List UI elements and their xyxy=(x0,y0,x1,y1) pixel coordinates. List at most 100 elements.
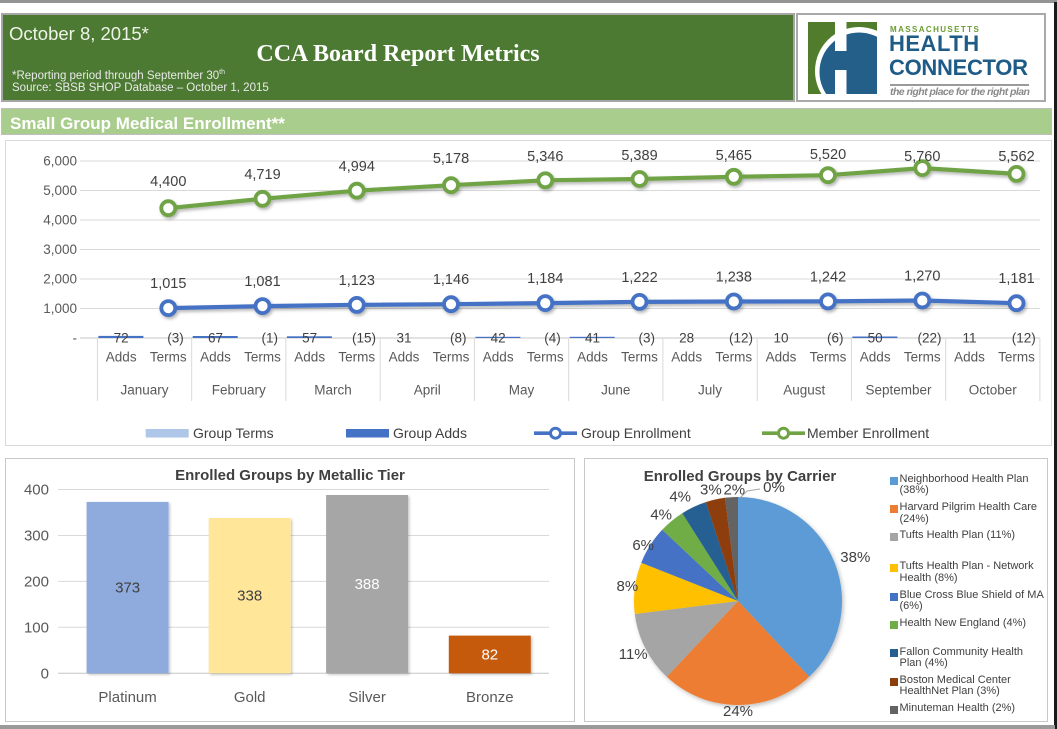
svg-text:400: 400 xyxy=(24,482,49,499)
svg-text:8%: 8% xyxy=(617,578,639,595)
svg-text:1,081: 1,081 xyxy=(244,274,280,290)
svg-text:4%: 4% xyxy=(650,507,672,524)
svg-text:4%: 4% xyxy=(669,489,691,506)
svg-text:5,346: 5,346 xyxy=(527,149,563,165)
svg-text:(22): (22) xyxy=(917,331,941,346)
svg-text:July: July xyxy=(698,383,722,398)
svg-text:373: 373 xyxy=(115,580,140,597)
svg-text:Adds: Adds xyxy=(106,350,137,365)
svg-text:(12): (12) xyxy=(729,331,753,346)
svg-text:28: 28 xyxy=(679,331,694,346)
svg-text:1,242: 1,242 xyxy=(810,269,846,285)
svg-text:2%: 2% xyxy=(723,482,745,499)
svg-text:82: 82 xyxy=(481,647,498,664)
svg-text:(12): (12) xyxy=(1012,331,1036,346)
svg-text:31: 31 xyxy=(396,331,411,346)
svg-text:4,400: 4,400 xyxy=(150,174,186,190)
svg-text:5,562: 5,562 xyxy=(998,149,1034,165)
svg-text:388: 388 xyxy=(355,576,380,593)
svg-text:(3): (3) xyxy=(167,331,184,346)
svg-text:-: - xyxy=(73,331,78,346)
svg-text:Adds: Adds xyxy=(294,350,325,365)
svg-text:Terms: Terms xyxy=(150,350,187,365)
svg-text:4,000: 4,000 xyxy=(43,213,77,228)
svg-text:Terms: Terms xyxy=(621,350,658,365)
svg-text:Member Enrollment: Member Enrollment xyxy=(807,425,929,441)
svg-text:Platinum: Platinum xyxy=(98,689,156,706)
svg-text:24%: 24% xyxy=(723,703,753,720)
svg-text:(8): (8) xyxy=(450,331,467,346)
svg-text:Terms: Terms xyxy=(433,350,470,365)
svg-text:0%: 0% xyxy=(763,479,785,496)
svg-text:April: April xyxy=(414,383,441,398)
svg-text:6,000: 6,000 xyxy=(43,154,77,169)
svg-text:February: February xyxy=(212,383,266,398)
svg-text:Group Enrollment: Group Enrollment xyxy=(581,425,691,441)
svg-text:57: 57 xyxy=(302,331,317,346)
svg-text:January: January xyxy=(120,383,168,398)
svg-text:(4): (4) xyxy=(544,331,561,346)
svg-text:38%: 38% xyxy=(840,549,870,566)
svg-text:5,000: 5,000 xyxy=(43,183,77,198)
svg-text:(1): (1) xyxy=(262,331,279,346)
svg-text:41: 41 xyxy=(585,331,600,346)
svg-text:Enrolled Groups by Carrier: Enrolled Groups by Carrier xyxy=(644,468,837,485)
svg-text:200: 200 xyxy=(24,573,49,590)
svg-text:October: October xyxy=(969,383,1018,398)
svg-text:4,994: 4,994 xyxy=(339,159,375,175)
svg-text:1,238: 1,238 xyxy=(716,270,752,286)
svg-text:5,389: 5,389 xyxy=(621,148,657,164)
svg-text:Group Adds: Group Adds xyxy=(393,425,467,441)
svg-text:Adds: Adds xyxy=(389,350,420,365)
svg-text:1,184: 1,184 xyxy=(527,271,563,287)
svg-text:May: May xyxy=(509,383,535,398)
svg-text:6%: 6% xyxy=(632,537,654,554)
svg-text:5,760: 5,760 xyxy=(904,149,940,165)
svg-text:September: September xyxy=(865,383,932,398)
svg-text:0: 0 xyxy=(41,665,49,682)
svg-text:3,000: 3,000 xyxy=(43,242,77,257)
svg-text:67: 67 xyxy=(208,331,223,346)
svg-text:100: 100 xyxy=(24,619,49,636)
svg-text:1,015: 1,015 xyxy=(150,276,186,292)
svg-text:11: 11 xyxy=(962,331,976,346)
svg-text:Terms: Terms xyxy=(715,350,752,365)
svg-text:Gold: Gold xyxy=(234,689,266,706)
svg-text:Adds: Adds xyxy=(200,350,231,365)
svg-text:1,270: 1,270 xyxy=(904,269,940,285)
svg-text:Adds: Adds xyxy=(766,350,797,365)
svg-text:(3): (3) xyxy=(639,331,656,346)
svg-text:4,719: 4,719 xyxy=(244,167,280,183)
svg-text:August: August xyxy=(783,383,825,398)
svg-text:2,000: 2,000 xyxy=(43,272,77,287)
svg-text:1,146: 1,146 xyxy=(433,272,469,288)
svg-text:Terms: Terms xyxy=(527,350,564,365)
svg-text:300: 300 xyxy=(24,528,49,545)
svg-text:10: 10 xyxy=(773,331,788,346)
svg-text:1,222: 1,222 xyxy=(621,270,657,286)
svg-text:5,520: 5,520 xyxy=(810,147,846,163)
svg-text:72: 72 xyxy=(114,331,129,346)
svg-text:Adds: Adds xyxy=(577,350,608,365)
svg-text:Terms: Terms xyxy=(244,350,281,365)
svg-text:5,465: 5,465 xyxy=(716,148,752,164)
svg-text:Adds: Adds xyxy=(671,350,702,365)
svg-text:1,181: 1,181 xyxy=(998,271,1034,287)
svg-text:Terms: Terms xyxy=(904,350,941,365)
svg-text:Group Terms: Group Terms xyxy=(193,425,274,441)
svg-text:Terms: Terms xyxy=(338,350,375,365)
svg-text:338: 338 xyxy=(237,588,262,605)
svg-text:Enrolled Groups by Metallic Ti: Enrolled Groups by Metallic Tier xyxy=(175,467,405,484)
svg-text:Adds: Adds xyxy=(483,350,514,365)
svg-text:Terms: Terms xyxy=(998,350,1035,365)
svg-text:Silver: Silver xyxy=(348,689,386,706)
svg-text:3%: 3% xyxy=(700,482,722,499)
svg-text:(6): (6) xyxy=(827,331,844,346)
svg-text:Bronze: Bronze xyxy=(466,689,514,706)
svg-text:June: June xyxy=(601,383,630,398)
svg-text:11%: 11% xyxy=(619,646,648,663)
svg-text:1,123: 1,123 xyxy=(339,273,375,289)
svg-text:Adds: Adds xyxy=(954,350,985,365)
svg-text:5,178: 5,178 xyxy=(433,151,469,167)
svg-text:50: 50 xyxy=(868,331,883,346)
